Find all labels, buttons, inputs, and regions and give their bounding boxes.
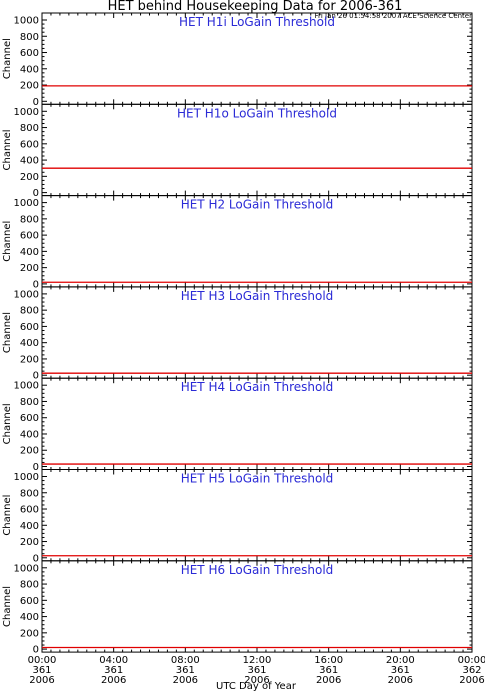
y-tick-label: 800	[20, 580, 39, 591]
y-tick-label: 1000	[14, 289, 39, 300]
x-tick-label: 16:00	[314, 655, 343, 666]
panel: 0 200 400 600 800 1000 Channel HET H2 LoGain Th…	[2, 195, 473, 290]
y-tick-label: 600	[20, 139, 39, 150]
panel-title: HET H3 LoGain Threshold	[181, 289, 334, 303]
x-tick-label: 2006	[29, 675, 54, 686]
y-tick-label: 200	[20, 172, 39, 183]
x-tick-label: 361	[32, 665, 51, 676]
x-axis: 00:00361200604:00361200608:00361200612:0…	[28, 655, 485, 686]
y-tick-label: 400	[20, 429, 39, 440]
x-tick-label: 2006	[173, 675, 198, 686]
x-tick-label: 00:00	[458, 655, 485, 666]
y-tick-label: 400	[20, 64, 39, 75]
y-tick-label: 800	[20, 32, 39, 43]
y-tick-label: 400	[20, 521, 39, 532]
y-tick-label: 200	[20, 628, 39, 639]
y-tick-label: 200	[20, 81, 39, 92]
panel-title: HET H5 LoGain Threshold	[181, 472, 334, 486]
y-tick-label: 800	[20, 397, 39, 408]
y-tick-label: 0	[33, 553, 39, 564]
y-axis-label: Channel	[2, 221, 13, 262]
x-tick-label: 00:00	[28, 655, 57, 666]
panel-title: HET H4 LoGain Threshold	[181, 380, 334, 394]
y-axis-label: Channel	[2, 403, 13, 444]
x-tick-label: 361	[319, 665, 338, 676]
x-tick-label: 2006	[316, 675, 341, 686]
y-tick-label: 800	[20, 123, 39, 134]
x-tick-label: 361	[104, 665, 123, 676]
x-tick-label: 2006	[459, 675, 484, 686]
y-tick-label: 1000	[14, 198, 39, 209]
y-tick-label: 1000	[14, 472, 39, 483]
x-tick-label: 2006	[244, 675, 269, 686]
y-tick-label: 800	[20, 488, 39, 499]
x-tick-label: 2006	[388, 675, 413, 686]
y-tick-label: 0	[33, 645, 39, 656]
x-tick-label: 361	[391, 665, 410, 676]
y-tick-label: 600	[20, 231, 39, 242]
y-tick-label: 400	[20, 156, 39, 167]
y-axis-label: Channel	[2, 495, 13, 536]
x-tick-label: 361	[247, 665, 266, 676]
y-tick-label: 0	[33, 279, 39, 290]
x-tick-label: 04:00	[99, 655, 128, 666]
panel-title: HET H6 LoGain Threshold	[181, 563, 334, 577]
y-tick-label: 400	[20, 612, 39, 623]
panel: 0 200 400 600 800 1000 Channel HET H6 LoGain Th…	[2, 560, 473, 656]
y-tick-label: 1000	[14, 107, 39, 118]
x-tick-label: 361	[176, 665, 195, 676]
chart-title: HET behind Housekeeping Data for 2006-36…	[108, 0, 403, 14]
y-axis-label: Channel	[2, 38, 13, 79]
y-tick-label: 600	[20, 413, 39, 424]
x-axis-label: UTC Day of Year	[216, 681, 297, 692]
y-tick-label: 200	[20, 263, 39, 274]
y-axis-label: Channel	[2, 129, 13, 170]
y-tick-label: 200	[20, 537, 39, 548]
y-tick-label: 200	[20, 354, 39, 365]
y-tick-label: 400	[20, 338, 39, 349]
panel-title: HET H1i LoGain Threshold	[179, 15, 335, 29]
timestamp: Fri Jan 26 01:54:58 2007 ACE Science Cen…	[314, 12, 472, 20]
y-tick-label: 600	[20, 322, 39, 333]
panel: 0 200 400 600 800 1000 Channel HET H3 LoGain Th…	[2, 286, 473, 382]
panel: 0 200 400 600 800 1000 Channel HET H5 LoGain Th…	[2, 469, 473, 564]
y-tick-label: 400	[20, 247, 39, 258]
y-tick-label: 0	[33, 97, 39, 108]
y-axis-label: Channel	[2, 586, 13, 627]
y-tick-label: 0	[33, 371, 39, 382]
y-axis-label: Channel	[2, 312, 13, 353]
x-tick-label: 12:00	[243, 655, 272, 666]
x-tick-label: 08:00	[171, 655, 200, 666]
panel-title: HET H2 LoGain Threshold	[181, 198, 334, 212]
panel-title: HET H1o LoGain Threshold	[177, 106, 337, 120]
y-tick-label: 0	[33, 188, 39, 199]
x-tick-label: 20:00	[386, 655, 415, 666]
y-tick-label: 800	[20, 306, 39, 317]
y-tick-label: 600	[20, 596, 39, 607]
y-tick-label: 0	[33, 462, 39, 473]
y-tick-label: 200	[20, 446, 39, 457]
y-tick-label: 1000	[14, 16, 39, 27]
y-tick-label: 1000	[14, 563, 39, 574]
y-tick-label: 600	[20, 48, 39, 59]
y-tick-label: 1000	[14, 381, 39, 392]
y-tick-label: 600	[20, 505, 39, 516]
x-tick-label: 362	[462, 665, 481, 676]
y-tick-label: 800	[20, 214, 39, 225]
x-tick-label: 2006	[101, 675, 126, 686]
